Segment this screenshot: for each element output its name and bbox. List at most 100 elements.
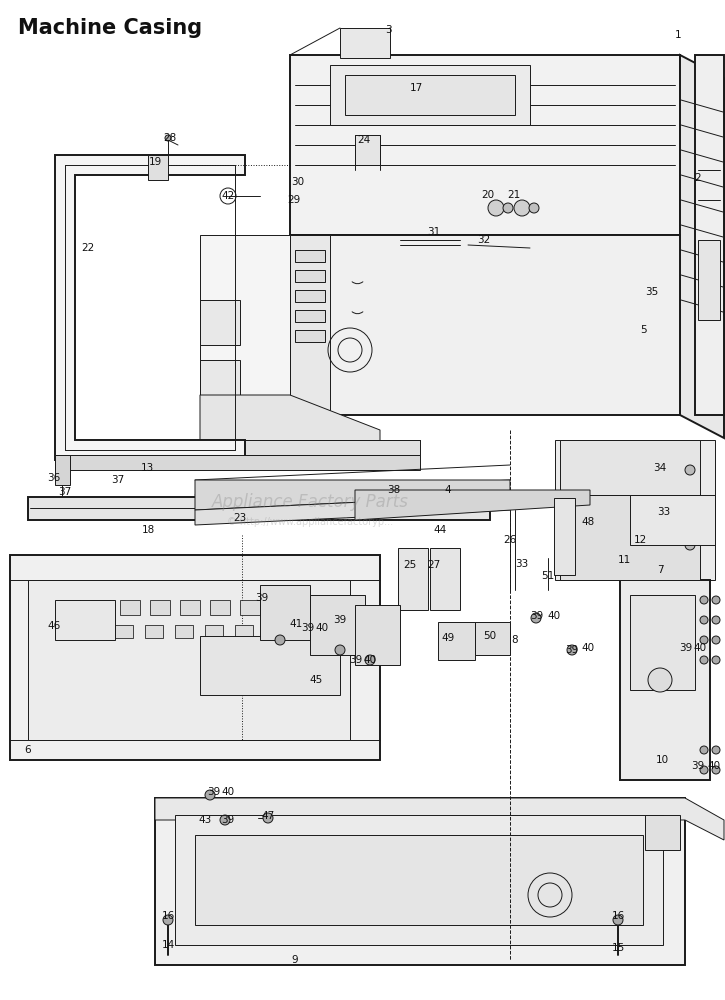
Text: 11: 11 bbox=[618, 555, 631, 565]
Polygon shape bbox=[355, 490, 590, 520]
Text: 4: 4 bbox=[444, 485, 451, 495]
Polygon shape bbox=[145, 625, 163, 638]
Circle shape bbox=[685, 540, 695, 550]
Text: 42: 42 bbox=[221, 191, 235, 201]
Text: 30: 30 bbox=[291, 177, 304, 187]
Text: 2: 2 bbox=[695, 173, 701, 183]
Polygon shape bbox=[195, 495, 510, 525]
Polygon shape bbox=[620, 580, 710, 780]
Text: 14: 14 bbox=[162, 940, 175, 950]
Text: 32: 32 bbox=[477, 235, 491, 245]
Text: © http://www.appliancefactoryp...: © http://www.appliancefactoryp... bbox=[227, 517, 393, 527]
Circle shape bbox=[685, 465, 695, 475]
Polygon shape bbox=[554, 498, 575, 575]
Polygon shape bbox=[150, 600, 170, 615]
Bar bbox=[630, 595, 695, 690]
Polygon shape bbox=[695, 55, 724, 415]
Text: 7: 7 bbox=[657, 565, 663, 575]
Text: 39: 39 bbox=[531, 611, 544, 621]
Circle shape bbox=[712, 656, 720, 664]
Bar bbox=[698, 240, 720, 320]
Bar bbox=[645, 815, 680, 850]
Polygon shape bbox=[438, 622, 475, 660]
Polygon shape bbox=[55, 455, 70, 485]
Polygon shape bbox=[55, 455, 420, 470]
Polygon shape bbox=[340, 28, 390, 58]
Polygon shape bbox=[560, 495, 700, 580]
Text: 3: 3 bbox=[385, 25, 392, 35]
Text: 39: 39 bbox=[221, 815, 235, 825]
Text: 13: 13 bbox=[141, 463, 154, 473]
Text: Machine Casing: Machine Casing bbox=[18, 18, 202, 38]
Polygon shape bbox=[200, 440, 420, 455]
Text: 23: 23 bbox=[233, 513, 247, 523]
Circle shape bbox=[514, 200, 530, 216]
Polygon shape bbox=[295, 310, 325, 322]
Text: Appliance Factory Parts: Appliance Factory Parts bbox=[212, 493, 408, 511]
Text: 39: 39 bbox=[679, 643, 692, 653]
Polygon shape bbox=[148, 155, 168, 180]
Circle shape bbox=[700, 596, 708, 604]
Polygon shape bbox=[200, 360, 240, 400]
Text: 45: 45 bbox=[310, 675, 323, 685]
Bar bbox=[175, 815, 663, 945]
Text: 27: 27 bbox=[427, 560, 441, 570]
Polygon shape bbox=[270, 600, 290, 615]
Polygon shape bbox=[295, 625, 313, 638]
Circle shape bbox=[205, 790, 215, 800]
Text: 33: 33 bbox=[515, 559, 529, 569]
Text: 28: 28 bbox=[163, 133, 177, 143]
Text: 5: 5 bbox=[641, 325, 647, 335]
Polygon shape bbox=[398, 548, 428, 610]
Polygon shape bbox=[295, 290, 325, 302]
Polygon shape bbox=[200, 395, 380, 445]
Text: 51: 51 bbox=[542, 571, 555, 581]
Text: 39: 39 bbox=[255, 593, 269, 603]
Circle shape bbox=[529, 203, 539, 213]
Bar bbox=[55, 600, 115, 640]
Circle shape bbox=[700, 656, 708, 664]
Polygon shape bbox=[60, 600, 80, 615]
Text: 29: 29 bbox=[287, 195, 301, 205]
Text: 10: 10 bbox=[655, 755, 668, 765]
Text: 41: 41 bbox=[289, 619, 302, 629]
Text: 39: 39 bbox=[334, 615, 347, 625]
Circle shape bbox=[648, 668, 672, 692]
Circle shape bbox=[712, 766, 720, 774]
Polygon shape bbox=[175, 625, 193, 638]
Text: 24: 24 bbox=[357, 135, 370, 145]
Polygon shape bbox=[210, 600, 230, 615]
Text: 18: 18 bbox=[141, 525, 154, 535]
Polygon shape bbox=[290, 235, 330, 415]
Circle shape bbox=[165, 135, 171, 141]
Text: 16: 16 bbox=[162, 911, 175, 921]
Text: 34: 34 bbox=[653, 463, 666, 473]
Text: 49: 49 bbox=[442, 633, 455, 643]
Text: 15: 15 bbox=[611, 943, 625, 953]
Text: 22: 22 bbox=[81, 243, 95, 253]
Text: 35: 35 bbox=[645, 287, 658, 297]
Text: 47: 47 bbox=[262, 811, 275, 821]
Text: 40: 40 bbox=[363, 655, 376, 665]
Polygon shape bbox=[200, 235, 290, 415]
Text: 40: 40 bbox=[547, 611, 560, 621]
Polygon shape bbox=[195, 480, 510, 510]
Polygon shape bbox=[235, 625, 253, 638]
Text: 39: 39 bbox=[692, 761, 705, 771]
Text: 39: 39 bbox=[566, 645, 579, 655]
Polygon shape bbox=[295, 250, 325, 262]
Text: 44: 44 bbox=[434, 525, 447, 535]
Polygon shape bbox=[28, 580, 350, 740]
Polygon shape bbox=[630, 495, 715, 545]
Circle shape bbox=[712, 636, 720, 644]
Circle shape bbox=[163, 915, 173, 925]
Polygon shape bbox=[430, 548, 460, 610]
Text: 43: 43 bbox=[199, 815, 212, 825]
Circle shape bbox=[275, 635, 285, 645]
Text: 19: 19 bbox=[149, 157, 162, 167]
Polygon shape bbox=[290, 235, 680, 415]
Text: 17: 17 bbox=[410, 83, 423, 93]
Text: 12: 12 bbox=[634, 535, 647, 545]
Text: 40: 40 bbox=[581, 643, 594, 653]
Polygon shape bbox=[300, 600, 320, 615]
